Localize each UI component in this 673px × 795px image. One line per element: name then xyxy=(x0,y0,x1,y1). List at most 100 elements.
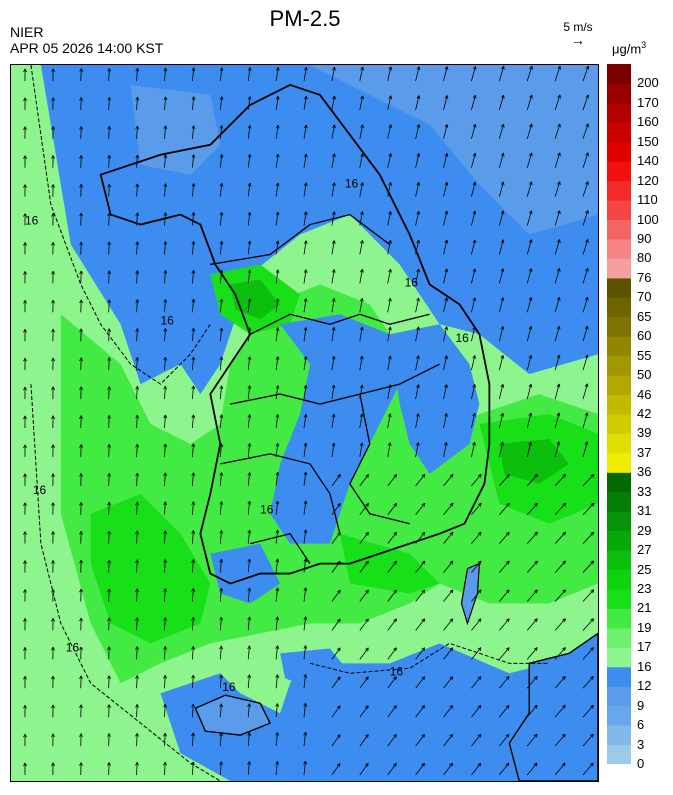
wind-arrow xyxy=(107,559,111,573)
legend-tick-label: 39 xyxy=(637,425,652,441)
wind-arrow xyxy=(526,412,533,429)
wind-arrow xyxy=(331,298,336,313)
wind-arrow xyxy=(554,210,561,226)
wind-arrow xyxy=(303,182,308,197)
wind-arrow xyxy=(247,761,251,776)
wind-arrow xyxy=(275,471,280,486)
datetime-label: APR 05 2026 14:00 KST xyxy=(10,40,164,56)
wind-arrow xyxy=(79,473,83,486)
wind-arrow xyxy=(79,357,83,371)
wind-arrow xyxy=(135,704,139,718)
wind-arrow xyxy=(247,385,252,400)
wind-arrow xyxy=(275,240,280,255)
wind-arrow xyxy=(554,268,561,284)
wind-arrow xyxy=(79,559,83,573)
legend-swatch xyxy=(607,414,631,434)
wind-arrow xyxy=(471,733,482,747)
wind-arrow xyxy=(23,733,27,747)
wind-arrow xyxy=(51,357,55,371)
wind-arrow xyxy=(219,154,224,168)
wind-arrow xyxy=(191,761,195,776)
wind-arrow xyxy=(303,356,308,371)
wind-arrow xyxy=(359,153,364,168)
wind-arrow xyxy=(79,733,83,747)
wind-arrow xyxy=(191,732,195,747)
wind-arrow xyxy=(163,559,168,573)
wind-arrow xyxy=(107,212,112,226)
wind-arrow xyxy=(387,297,392,313)
wind-arrow xyxy=(582,441,589,458)
wind-arrow xyxy=(582,733,594,747)
wind-arrow xyxy=(275,327,280,342)
wind-arrow xyxy=(247,645,252,660)
wind-arrow xyxy=(275,356,280,371)
wind-arrow xyxy=(443,502,454,515)
wind-arrow xyxy=(415,474,426,487)
wind-arrow xyxy=(443,95,449,110)
wind-arrow xyxy=(387,326,392,342)
wind-arrow xyxy=(79,762,83,776)
wind-arrow xyxy=(23,762,27,776)
wind-arrow xyxy=(23,328,27,342)
legend-tick-label: 37 xyxy=(637,444,652,460)
wind-arrow xyxy=(163,183,168,197)
wind-arrow xyxy=(582,181,589,197)
wind-arrow xyxy=(331,676,341,689)
inland-low-area xyxy=(270,314,410,544)
legend-tick-label: 0 xyxy=(637,756,645,771)
wind-arrow xyxy=(498,210,505,226)
wind-arrow xyxy=(526,502,538,516)
wind-arrow xyxy=(331,413,336,429)
wind-arrow xyxy=(498,66,505,82)
wind-arrow xyxy=(275,558,280,573)
wind-arrow xyxy=(79,126,84,139)
wind-arrow xyxy=(443,647,454,660)
wind-arrow xyxy=(303,240,308,255)
wind-arrow xyxy=(359,503,369,515)
legend-tick-label: 65 xyxy=(637,308,652,324)
green-strong-area-south xyxy=(339,533,440,594)
wind-arrow xyxy=(275,67,280,82)
wind-arrow xyxy=(359,531,369,544)
wind-arrow xyxy=(51,531,55,544)
wind-arrow xyxy=(191,588,196,602)
wind-arrow xyxy=(359,763,369,776)
wind-arrow xyxy=(51,97,55,110)
wind-arrow xyxy=(163,96,168,110)
wind-arrow xyxy=(135,443,140,457)
wind-arrow xyxy=(526,531,538,544)
wind-arrow xyxy=(582,383,589,400)
wind-arrow xyxy=(275,674,280,689)
wind-arrow xyxy=(275,529,280,544)
wind-arrow xyxy=(247,96,252,110)
wind-arrow xyxy=(331,182,336,197)
wind-arrow xyxy=(359,211,364,226)
legend-swatch xyxy=(607,647,631,668)
wind-arrow xyxy=(471,66,477,82)
wind-arrow xyxy=(247,356,252,371)
wind-arrow xyxy=(23,300,27,313)
wind-arrow xyxy=(443,355,448,371)
wind-arrow xyxy=(275,616,280,631)
wind-arrow xyxy=(415,268,420,284)
wind-arrow xyxy=(387,211,392,226)
wind-arrow xyxy=(135,183,140,197)
wind-arrow xyxy=(415,589,426,602)
wind-arrow xyxy=(219,183,224,197)
wind-arrow xyxy=(443,297,448,313)
wind-arrow xyxy=(443,618,454,631)
unit-label: μg/m3 xyxy=(612,40,646,56)
wind-arrow xyxy=(107,125,112,139)
wind-arrow xyxy=(23,357,27,371)
wind-arrow xyxy=(554,354,561,371)
wind-arrow xyxy=(359,182,364,197)
wind-arrow xyxy=(23,415,27,428)
wind-arrow xyxy=(79,386,83,400)
wind-arrow xyxy=(471,762,482,776)
wind-arrow xyxy=(135,559,139,573)
wind-arrow xyxy=(415,384,420,400)
wind-arrow xyxy=(163,530,168,544)
wind-arrow xyxy=(163,270,168,284)
wind-arrow xyxy=(191,443,196,457)
wind-arrow xyxy=(499,676,510,689)
